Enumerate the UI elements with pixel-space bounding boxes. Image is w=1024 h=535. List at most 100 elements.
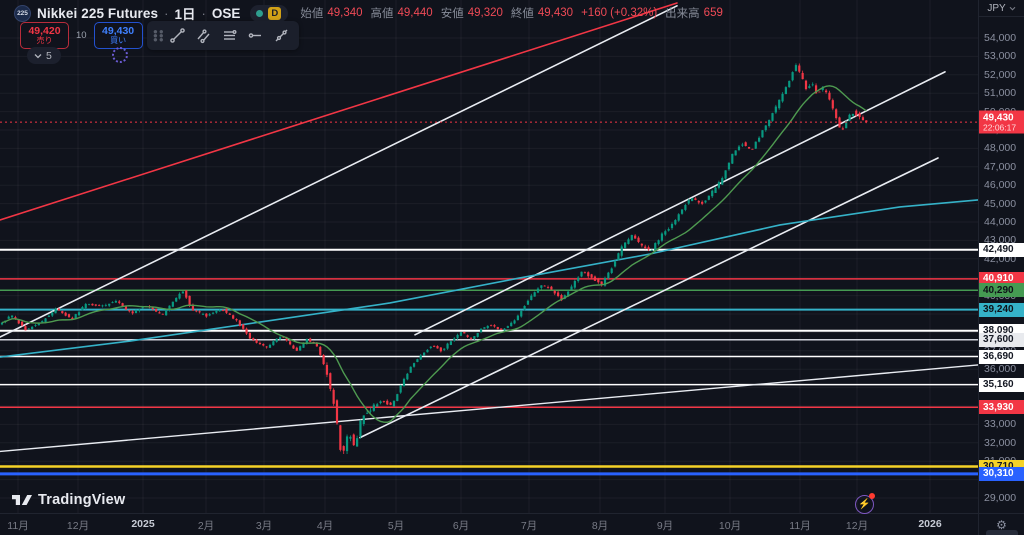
candle-body bbox=[386, 400, 389, 405]
price-level-label: 35,160 bbox=[979, 377, 1024, 392]
candle-body bbox=[597, 278, 600, 283]
currency-dropdown[interactable]: JPY bbox=[979, 0, 1024, 17]
trend-line-tool-icon[interactable] bbox=[165, 24, 189, 48]
candle-body bbox=[503, 328, 506, 331]
chart-canvas[interactable] bbox=[0, 0, 978, 513]
candle-body bbox=[185, 290, 188, 298]
candle-body bbox=[835, 109, 838, 119]
time-axis-label: 12月 bbox=[845, 520, 869, 532]
candle-body bbox=[372, 404, 375, 411]
buy-button[interactable]: 49,430 買い bbox=[93, 22, 143, 49]
candle-body bbox=[781, 93, 784, 102]
price-level-label: 39,240 bbox=[979, 302, 1024, 317]
candle-body bbox=[44, 318, 47, 323]
symbol-logo[interactable]: 225 bbox=[14, 4, 31, 22]
symbol-title[interactable]: Nikkei 225 Futures bbox=[37, 5, 159, 21]
axis-tick-label: 48,000 bbox=[984, 142, 1017, 155]
candle-body bbox=[841, 128, 844, 130]
candle-body bbox=[825, 90, 828, 93]
price-level-label: 40,290 bbox=[979, 283, 1024, 298]
candle-body bbox=[724, 170, 727, 179]
time-axis-label: 5月 bbox=[387, 520, 405, 532]
candle-body bbox=[530, 295, 533, 301]
candle-body bbox=[506, 326, 509, 328]
candle-body bbox=[670, 223, 674, 229]
candle-body bbox=[47, 315, 50, 317]
candle-body bbox=[610, 268, 613, 273]
candle-body bbox=[292, 345, 295, 349]
candle-body bbox=[764, 125, 767, 131]
settings-gear-icon[interactable]: ⚙ bbox=[996, 517, 1007, 532]
candle-body bbox=[419, 355, 422, 360]
candle-body bbox=[339, 425, 342, 450]
candle-body bbox=[861, 117, 865, 121]
candle-body bbox=[165, 310, 168, 316]
candle-body bbox=[57, 308, 61, 311]
indicator-bubble-icon[interactable] bbox=[112, 47, 128, 63]
time-axis-label: 12月 bbox=[66, 520, 90, 532]
trend-line bbox=[359, 157, 939, 439]
sell-button[interactable]: 49,420 売り bbox=[20, 22, 69, 49]
trade-panel: 49,420 売り 10 49,430 買い bbox=[20, 22, 143, 49]
quick-action-bolt-icon[interactable]: ⚡ bbox=[855, 493, 875, 514]
candle-body bbox=[21, 321, 24, 326]
candle-body bbox=[429, 346, 432, 348]
market-open-dot-icon bbox=[256, 9, 264, 17]
trend-line bbox=[0, 364, 978, 453]
candle-body bbox=[513, 320, 516, 324]
candle-body bbox=[171, 301, 174, 307]
candle-body bbox=[416, 359, 419, 362]
chevron-down-icon bbox=[34, 53, 42, 58]
extended-line-tool-icon[interactable] bbox=[269, 24, 293, 48]
candle-body bbox=[674, 220, 677, 225]
candle-body bbox=[305, 338, 308, 344]
candle-body bbox=[858, 113, 861, 118]
candle-body bbox=[727, 162, 731, 170]
price-axis[interactable]: JPY 54,00053,00052,00051,00050,00049,000… bbox=[978, 0, 1024, 513]
candle-body bbox=[731, 153, 734, 164]
drag-handle-icon[interactable]: ●● ●● ●● bbox=[153, 26, 165, 44]
horizontal-lines-tool-icon[interactable] bbox=[217, 24, 241, 48]
candle-body bbox=[459, 332, 463, 336]
open-label: 始値 bbox=[300, 8, 324, 20]
candle-body bbox=[838, 117, 841, 128]
corner-tab[interactable] bbox=[986, 530, 1018, 535]
candle-body bbox=[158, 312, 161, 314]
time-axis-label: 9月 bbox=[656, 520, 674, 532]
candle-body bbox=[469, 337, 473, 339]
candle-body bbox=[128, 310, 131, 312]
time-axis[interactable]: 11月 12月 2025 2月 3月 4月 5月 6月 7月 8月 9月 10月 11月 12月 2026 bbox=[0, 513, 978, 535]
notification-dot bbox=[869, 493, 875, 499]
axis-tick-label: 51,000 bbox=[984, 87, 1017, 100]
tradingview-logo[interactable]: TradingView bbox=[12, 492, 125, 508]
indicators-count: 5 bbox=[46, 49, 52, 62]
candle-body bbox=[61, 311, 64, 314]
candle-body bbox=[593, 276, 597, 281]
market-status-pill[interactable]: D bbox=[250, 4, 289, 22]
price-level-label: 30,310 bbox=[979, 466, 1024, 481]
close-label: 終値 bbox=[510, 8, 534, 20]
candle-body bbox=[252, 338, 255, 340]
parallel-channel-tool-icon[interactable] bbox=[191, 24, 215, 48]
candle-body bbox=[131, 311, 134, 314]
candle-body bbox=[315, 343, 318, 347]
interval-value[interactable]: 1日 bbox=[174, 7, 196, 22]
exchange-value[interactable]: OSE bbox=[211, 5, 241, 21]
candle-body bbox=[255, 339, 258, 343]
indicators-collapse-pill[interactable]: 5 bbox=[27, 47, 61, 64]
candle-body bbox=[603, 278, 607, 286]
ohlc-row: 始値 49,340 高値 49,440 安値 49,320 終値 49,430 … bbox=[300, 5, 727, 21]
candle-body bbox=[64, 312, 67, 316]
candle-body bbox=[272, 341, 275, 346]
horizontal-ray-tool-icon[interactable] bbox=[243, 24, 267, 48]
candle-body bbox=[791, 72, 794, 81]
candle-body bbox=[215, 310, 218, 313]
candle-body bbox=[573, 280, 576, 288]
candle-body bbox=[275, 338, 278, 342]
candle-body bbox=[714, 187, 717, 194]
candle-body bbox=[258, 342, 262, 345]
candle-body bbox=[295, 347, 298, 351]
candle-body bbox=[134, 310, 138, 314]
buy-label: 買い bbox=[110, 35, 127, 45]
candle-body bbox=[34, 325, 37, 327]
